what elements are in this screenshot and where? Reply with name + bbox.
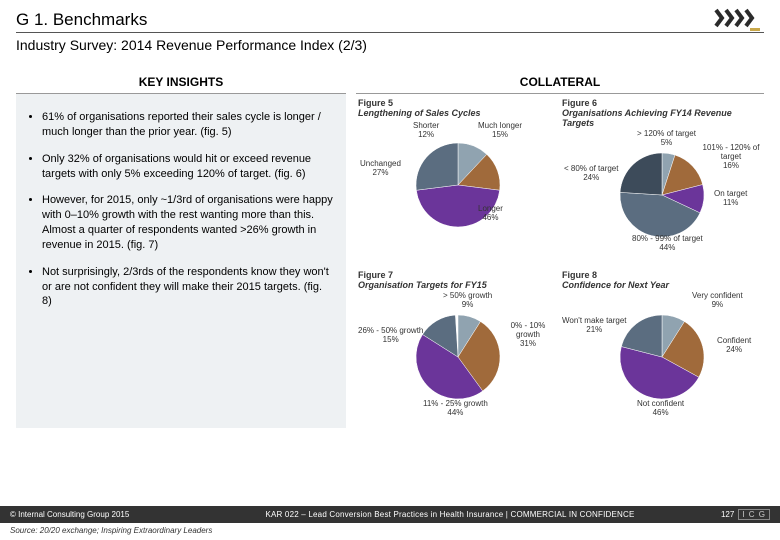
slice-label: < 80% of target24%	[564, 165, 618, 183]
figure-number: Figure 5	[358, 98, 558, 108]
slice-label: 26% - 50% growth15%	[358, 327, 423, 345]
brand-arrows-icon	[712, 6, 764, 41]
pie-chart: Figure 8Confidence for Next Year Very con…	[560, 266, 764, 428]
figure-title: Organisations Achieving FY14 Revenue Tar…	[562, 108, 762, 128]
slice-label: Confident24%	[717, 337, 751, 355]
page-title: G 1. Benchmarks	[16, 10, 764, 33]
slice-label: Shorter12%	[413, 122, 439, 140]
figure-title: Lengthening of Sales Cycles	[358, 108, 558, 118]
page-subtitle: Industry Survey: 2014 Revenue Performanc…	[16, 37, 764, 53]
slice-label: Unchanged27%	[360, 160, 401, 178]
heading-collateral: COLLATERAL	[356, 75, 764, 94]
footer-source: Source: 20/20 exchange; Inspiring Extrao…	[0, 523, 780, 538]
collateral-panel: Figure 5Lengthening of Sales Cycles Short…	[356, 94, 764, 428]
pie-slice	[620, 153, 662, 195]
insight-item: Only 32% of organisations would hit or e…	[42, 152, 334, 182]
slice-label: 11% - 25% growth44%	[423, 400, 488, 418]
insights-panel: 61% of organisations reported their sale…	[16, 94, 346, 428]
slice-label: Much longer15%	[478, 122, 522, 140]
figure-title: Organisation Targets for FY15	[358, 280, 558, 290]
slice-label: 101% - 120% of target16%	[700, 144, 762, 170]
slice-label: Not confident46%	[637, 400, 684, 418]
insight-item: However, for 2015, only ~1/3rd of organi…	[42, 193, 334, 252]
insight-item: 61% of organisations reported their sale…	[42, 110, 334, 140]
page-footer: © Internal Consulting Group 2015 KAR 022…	[0, 506, 780, 540]
slice-label: On target11%	[714, 190, 747, 208]
figure-number: Figure 7	[358, 270, 558, 280]
footer-copyright: © Internal Consulting Group 2015	[10, 510, 190, 519]
pie-chart: Figure 6Organisations Achieving FY14 Rev…	[560, 94, 764, 266]
pie-slice	[416, 143, 458, 190]
slice-label: > 120% of target5%	[637, 130, 696, 148]
pie-chart: Figure 5Lengthening of Sales Cycles Short…	[356, 94, 560, 266]
figure-number: Figure 6	[562, 98, 762, 108]
slice-label: Won't make target21%	[562, 317, 627, 335]
page-number: 127	[721, 510, 734, 519]
pie-chart: Figure 7Organisation Targets for FY15 > 5…	[356, 266, 560, 428]
slice-label: Very confident9%	[692, 292, 743, 310]
heading-insights: KEY INSIGHTS	[16, 75, 346, 94]
insight-item: Not surprisingly, 2/3rds of the responde…	[42, 265, 334, 310]
brand-badge: I C G	[738, 509, 770, 520]
figure-number: Figure 8	[562, 270, 762, 280]
slice-label: > 50% growth9%	[443, 292, 492, 310]
footer-center: KAR 022 – Lead Conversion Best Practices…	[190, 510, 710, 519]
slice-label: 80% - 99% of target44%	[632, 235, 703, 253]
slice-label: Longer46%	[478, 205, 503, 223]
slice-label: 0% - 10% growth31%	[498, 322, 558, 348]
figure-title: Confidence for Next Year	[562, 280, 762, 290]
